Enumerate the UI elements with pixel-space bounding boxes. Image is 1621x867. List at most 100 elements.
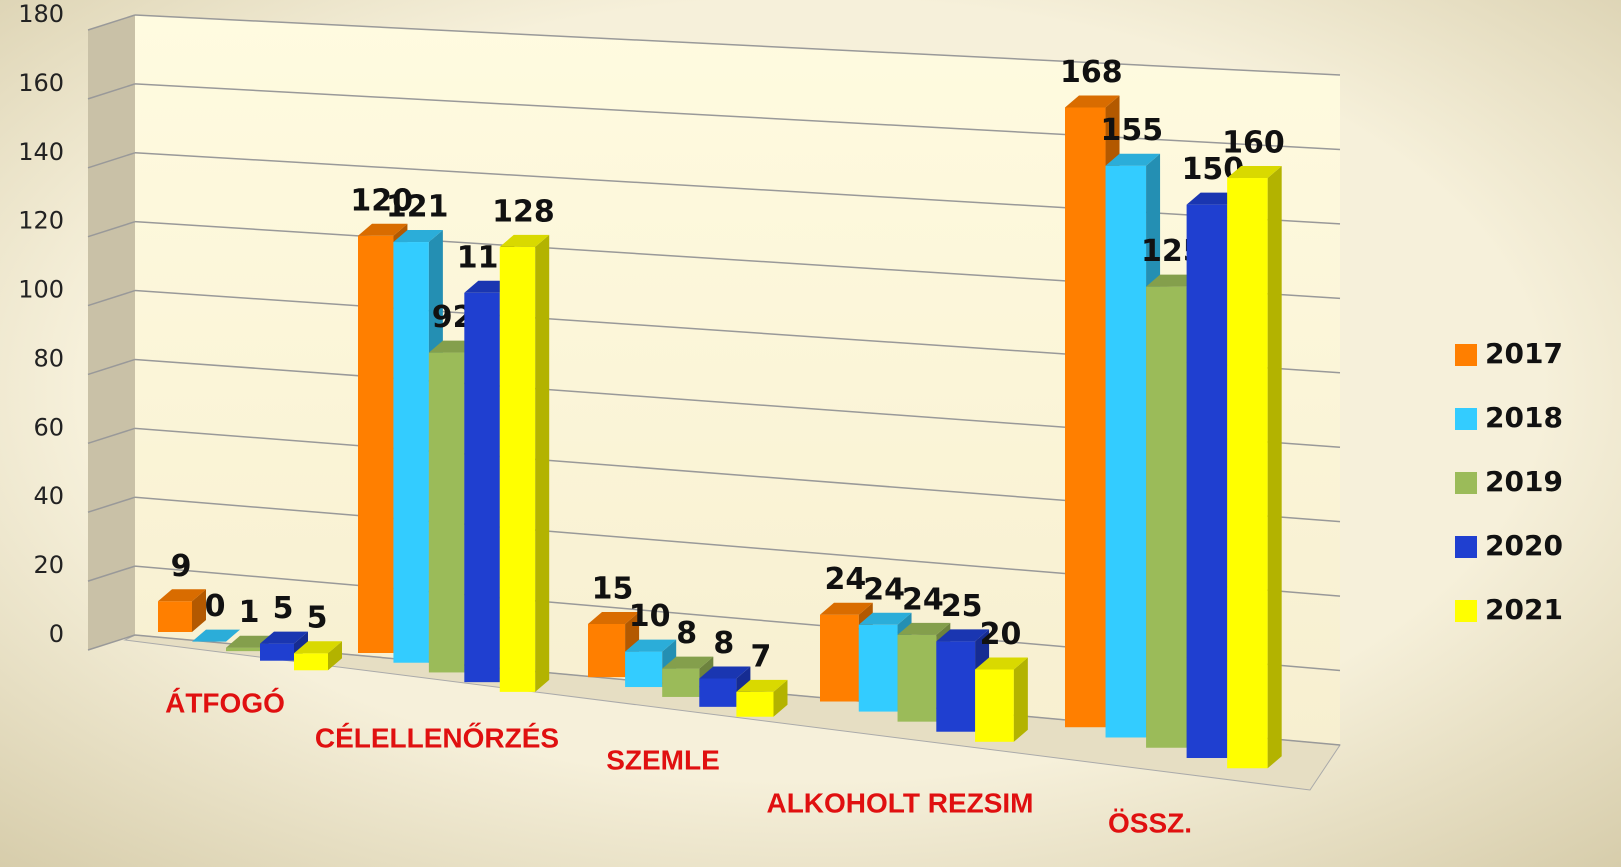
value-label: 24 <box>902 582 944 617</box>
y-tick-label: 20 <box>33 551 64 579</box>
bar-top <box>1105 153 1161 166</box>
x-tick-label: CÉLELLENŐRZÉS <box>315 722 559 753</box>
value-label: 1 <box>239 595 260 630</box>
bar-side <box>1267 166 1282 769</box>
value-label: 168 <box>1060 55 1123 90</box>
bar-top <box>662 656 714 669</box>
legend-label: 2021 <box>1485 593 1563 626</box>
value-label: 20 <box>980 617 1022 652</box>
value-label: 25 <box>941 589 983 624</box>
bar-top <box>1065 95 1120 108</box>
value-label: 5 <box>273 591 294 626</box>
bar <box>192 629 240 642</box>
x-tick-label: SZEMLE <box>606 744 720 775</box>
bar-front <box>428 352 465 673</box>
grid-line-side <box>87 220 136 238</box>
grid-line-side <box>87 14 136 31</box>
grid-line <box>134 83 1341 151</box>
bar-top <box>158 589 206 602</box>
bar-front <box>699 678 737 707</box>
y-tick-label: 80 <box>33 344 64 372</box>
y-tick-label: 160 <box>18 69 64 97</box>
y-tick-label: 100 <box>18 276 64 304</box>
y-tick-label: 140 <box>18 138 64 166</box>
y-tick-label: 180 <box>18 0 64 28</box>
bar-front <box>294 653 328 671</box>
bar-front <box>260 643 294 661</box>
grid-line-side <box>87 427 136 445</box>
bar-front <box>1105 165 1147 738</box>
grid-line-side <box>87 634 136 651</box>
side-wall <box>88 15 135 650</box>
legend-label: 2017 <box>1485 337 1563 370</box>
bar-front <box>736 691 774 717</box>
bar-front <box>936 641 976 732</box>
value-label: 15 <box>592 571 634 606</box>
value-label: 24 <box>825 562 867 597</box>
bar-front <box>820 614 859 702</box>
legend-swatch <box>1455 344 1477 366</box>
value-label: 121 <box>386 190 449 225</box>
bar <box>1227 166 1282 769</box>
legend-label: 2018 <box>1485 401 1563 434</box>
bar-front <box>858 624 898 712</box>
bar-side <box>773 679 788 717</box>
bar-front <box>226 647 260 652</box>
y-tick-label: 0 <box>49 620 64 648</box>
grid-line <box>134 14 1341 76</box>
grid-line-side <box>87 289 136 307</box>
value-label: 10 <box>629 599 671 634</box>
value-label: 8 <box>676 616 697 651</box>
bar <box>294 641 342 671</box>
bar-front <box>393 242 429 663</box>
value-label: 7 <box>751 639 772 674</box>
bar-top <box>260 631 308 644</box>
bar-side <box>192 589 206 632</box>
bar-front <box>1186 204 1228 759</box>
value-label: 9 <box>171 549 192 584</box>
grid-line-side <box>87 83 136 100</box>
y-tick-label: 120 <box>18 207 64 235</box>
bar-front <box>588 623 626 678</box>
bar-top <box>192 629 240 642</box>
bar-front <box>897 634 937 722</box>
bar-front <box>1227 178 1268 769</box>
legend-label: 2019 <box>1485 465 1563 498</box>
bar-top <box>858 612 912 625</box>
bar-side <box>1013 657 1028 742</box>
bar <box>499 234 550 692</box>
value-label: 160 <box>1222 126 1285 161</box>
bar-top <box>499 234 550 247</box>
bar-front <box>158 601 192 632</box>
bar <box>975 657 1028 742</box>
grid-line-side <box>87 152 136 169</box>
bar <box>736 679 788 717</box>
bar-front <box>1065 107 1106 728</box>
grid-line-side <box>87 358 136 376</box>
bar-top <box>699 666 751 679</box>
grid-line-side <box>87 496 136 513</box>
bar-top <box>975 657 1028 670</box>
bar-front <box>1146 286 1187 748</box>
value-label: 128 <box>492 194 555 229</box>
x-tick-label: ÖSSZ. <box>1108 807 1192 838</box>
bar-front <box>662 668 700 697</box>
bar-top <box>588 611 640 624</box>
grid-line-side <box>87 565 136 582</box>
bar-front <box>499 246 536 692</box>
value-label: 8 <box>713 626 734 661</box>
legend-swatch <box>1455 408 1477 430</box>
bar <box>158 589 206 632</box>
legend-label: 2020 <box>1485 529 1563 562</box>
y-tick-label: 40 <box>33 482 64 510</box>
bar-top <box>625 639 677 652</box>
bar-front <box>464 292 500 683</box>
bar-top <box>936 629 990 642</box>
bar-front <box>975 669 1014 742</box>
value-label: 120 <box>350 183 413 218</box>
value-label: 0 <box>205 589 226 624</box>
bar-top <box>897 622 951 635</box>
y-tick-label: 60 <box>33 413 64 441</box>
bar-top <box>294 641 342 654</box>
